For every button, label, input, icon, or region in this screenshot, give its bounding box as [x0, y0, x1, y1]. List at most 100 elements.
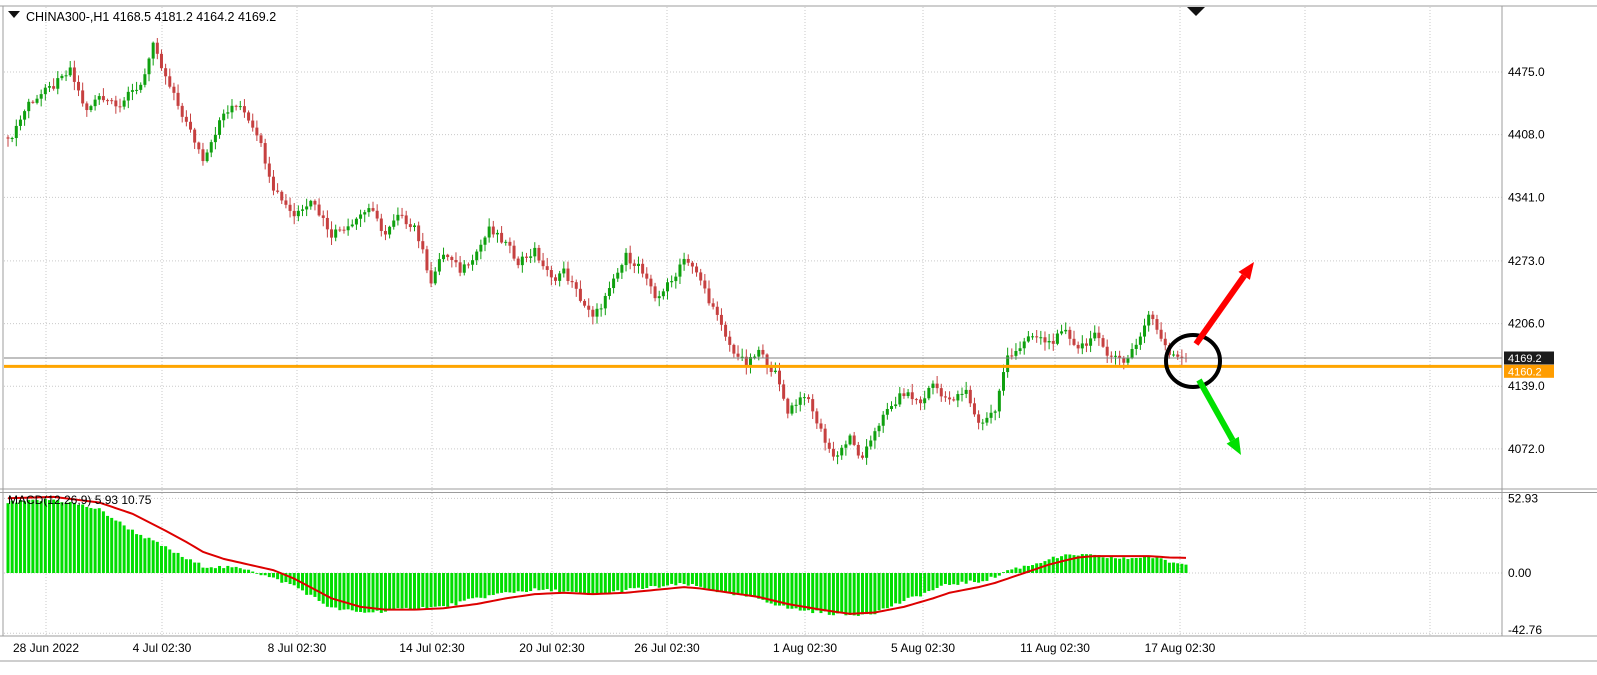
candle-body: [997, 390, 1001, 412]
macd-histogram-bar: [1138, 557, 1142, 573]
macd-histogram-bar: [433, 573, 437, 607]
macd-tick-label: 0.00: [1508, 566, 1532, 580]
candle-body: [155, 42, 159, 54]
candle-body: [325, 217, 329, 230]
candle-body: [93, 99, 97, 107]
candle-body: [180, 105, 184, 117]
macd-histogram-bar: [475, 573, 479, 598]
candle-body: [346, 226, 350, 231]
candle-body: [533, 247, 537, 257]
candle-body: [1068, 329, 1072, 339]
candle-body: [392, 220, 396, 227]
macd-histogram-bar: [342, 573, 346, 610]
macd-histogram-bar: [628, 573, 632, 589]
candle-body: [197, 142, 201, 150]
candle-body: [715, 306, 719, 315]
date-label: 1 Aug 02:30: [773, 641, 837, 655]
candle-body: [1126, 357, 1130, 363]
candle-body: [894, 404, 898, 407]
price-tick-label: 4206.0: [1508, 317, 1545, 331]
candle-body: [284, 200, 288, 205]
candle-body: [508, 241, 512, 246]
macd-histogram-bar: [135, 534, 139, 573]
macd-histogram-bar: [819, 573, 823, 614]
macd-histogram-bar: [354, 573, 358, 612]
candle-body: [317, 204, 321, 216]
macd-histogram-bar: [305, 573, 309, 595]
candle-body: [1151, 314, 1155, 320]
candle-body: [479, 244, 483, 252]
macd-histogram-bar: [267, 573, 271, 578]
candle-body: [964, 389, 968, 394]
macd-histogram-bar: [31, 499, 35, 573]
macd-histogram-bar: [159, 545, 163, 573]
macd-tick-label: 52.93: [1508, 491, 1538, 505]
macd-histogram-bar: [47, 500, 51, 573]
macd-histogram-bar: [483, 573, 487, 599]
highlight-circle[interactable]: [1164, 333, 1222, 389]
macd-histogram-bar: [97, 508, 101, 573]
price-lines-layer[interactable]: [4, 357, 1502, 368]
candle-body: [147, 58, 151, 75]
candle-body: [429, 270, 433, 284]
candle-body: [815, 411, 819, 424]
candle-body: [412, 225, 416, 228]
macd-histogram-bar: [736, 573, 740, 594]
macd-histogram-bar: [790, 573, 794, 609]
macd-histogram-bar: [404, 573, 408, 608]
macd-histogram-bar: [778, 573, 782, 606]
macd-histogram-bar: [218, 565, 222, 573]
annotations-layer[interactable]: [1164, 262, 1254, 455]
candle-body: [541, 260, 545, 267]
candle-body: [288, 204, 292, 211]
macd-histogram-bar: [690, 573, 694, 584]
macd-histogram-bar: [1089, 554, 1093, 573]
macd-histogram-bar: [230, 567, 234, 573]
macd-histogram-bar: [114, 520, 118, 573]
candle-body: [935, 383, 939, 389]
candle-body: [670, 281, 674, 283]
chart-shift-marker-icon[interactable]: [1187, 7, 1205, 16]
candle-body: [363, 212, 367, 215]
candle-body: [184, 116, 188, 122]
macd-histogram-bar: [301, 573, 304, 591]
macd-histogram-bar: [753, 573, 757, 597]
candle-body: [1089, 338, 1093, 346]
macd-histogram-bar: [678, 573, 682, 584]
candle-body: [1051, 341, 1055, 344]
candle-body: [6, 137, 10, 139]
macd-histogram-bar: [960, 573, 964, 582]
macd-histogram-bar: [993, 573, 997, 578]
candle-body: [408, 224, 412, 228]
candle-body: [421, 241, 425, 250]
candle-body: [890, 406, 893, 409]
candle-body: [732, 344, 736, 354]
macd-histogram-bar: [147, 537, 151, 573]
macd-histogram-bar: [383, 573, 387, 612]
macd-histogram-bar: [732, 573, 736, 596]
macd-histogram-bar: [425, 573, 429, 610]
macd-histogram-bar: [334, 573, 338, 608]
candle-body: [85, 103, 89, 111]
candle-body: [301, 209, 304, 211]
candles-layer[interactable]: [6, 38, 1188, 465]
candle-body: [172, 86, 176, 93]
macd-histogram-bar: [1180, 563, 1184, 573]
candle-body: [97, 96, 101, 100]
candle-body: [130, 90, 134, 92]
macd-histogram-bar: [852, 573, 856, 616]
candle-body: [624, 252, 628, 266]
candle-body: [47, 86, 51, 88]
candle-body: [56, 78, 60, 89]
macd-histogram-bar: [309, 573, 313, 595]
candle-body: [1060, 331, 1064, 334]
price-scale[interactable]: 28 Jun 2022 4 Jul 02:30 8 Jul 02:30 14 Jul …: [13, 65, 1554, 655]
candle-body: [902, 393, 906, 397]
candle-body: [919, 399, 923, 404]
candle-body: [218, 120, 222, 135]
symbol-dropdown-icon[interactable]: [8, 11, 20, 18]
candle-body: [529, 256, 533, 258]
macd-histogram-bar: [919, 573, 923, 597]
candle-body: [549, 269, 553, 278]
